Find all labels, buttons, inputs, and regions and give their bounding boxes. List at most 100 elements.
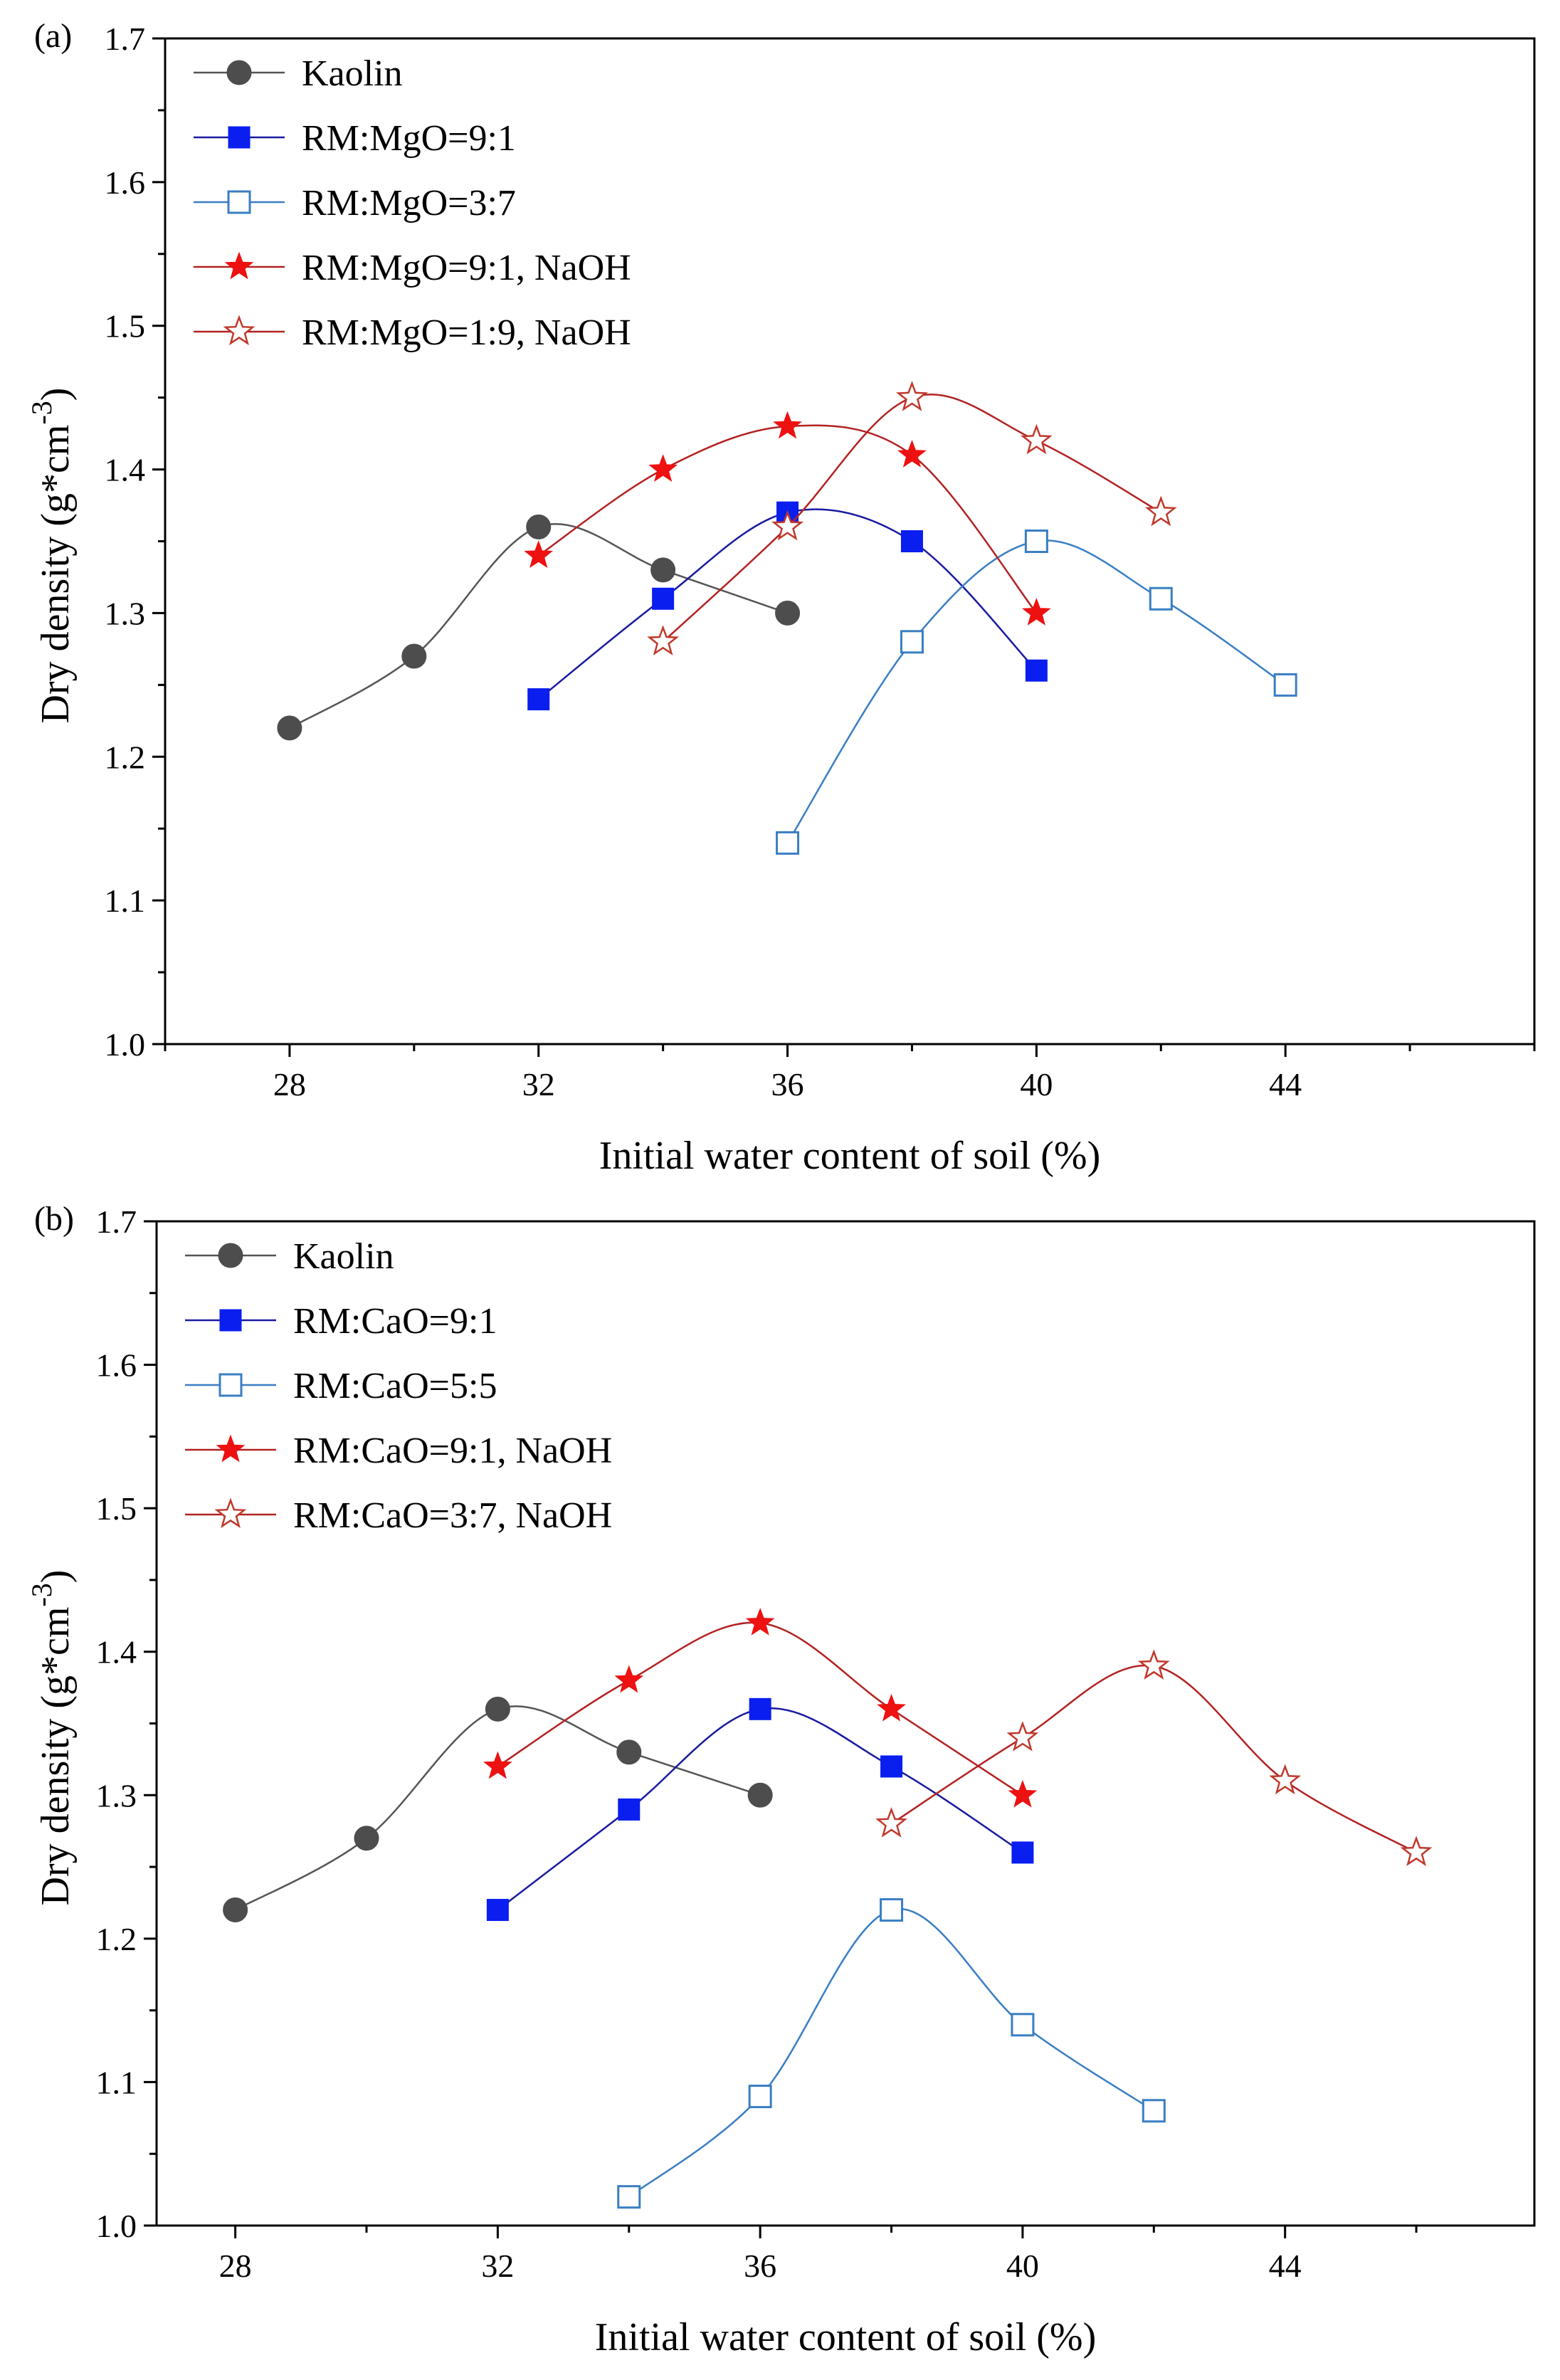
- data-point: [1400, 1836, 1433, 1867]
- chart-panel-1: (a) 1.0 1.1 1.2 1.3 1.4 1.5 1.6 1.7 28 32 36 40 44 Ini…: [26, 17, 1536, 1178]
- x-tick-label: 32: [481, 2248, 514, 2284]
- data-point: [1011, 1841, 1034, 1864]
- legend-marker: [214, 1497, 247, 1529]
- legend-item: RM:CaO=5:5: [185, 1366, 497, 1406]
- legend-label: Kaolin: [302, 53, 403, 94]
- series-1: [223, 1696, 773, 1923]
- series-1: [277, 514, 801, 741]
- y-tick-label: 1.3: [105, 595, 146, 631]
- x-tick-label: 28: [273, 1066, 306, 1102]
- data-point: [648, 454, 678, 482]
- x-axis-label: Initial water content of soil (%): [599, 1134, 1100, 1178]
- y-tick-label: 1.1: [96, 2064, 137, 2100]
- data-point: [617, 2185, 641, 2209]
- data-point: [900, 630, 924, 654]
- data-point: [776, 831, 800, 855]
- data-point: [527, 688, 550, 711]
- data-point: [650, 557, 676, 583]
- panel-label: (b): [34, 1200, 74, 1238]
- data-point: [1142, 2099, 1166, 2123]
- y-tick-label: 1.0: [105, 1026, 146, 1063]
- y-axis-label-main: Dry density (g*cm: [33, 1607, 78, 1906]
- data-point: [771, 510, 804, 541]
- y-tick-label: 1.2: [105, 739, 146, 775]
- legend-item: RM:MgO=1:9, NaOH: [194, 312, 631, 353]
- data-point: [1011, 2013, 1035, 2037]
- series-line: [890, 1664, 1417, 1853]
- legend-label: RM:MgO=1:9, NaOH: [302, 312, 631, 353]
- legend-label: RM:CaO=5:5: [293, 1366, 497, 1406]
- x-tick-label: 40: [1020, 1066, 1053, 1102]
- legend-label: RM:MgO=9:1, NaOH: [302, 248, 631, 288]
- data-point: [895, 381, 928, 411]
- legend-item: RM:MgO=9:1, NaOH: [194, 248, 631, 288]
- series-3: [776, 530, 1297, 855]
- data-point: [647, 625, 680, 655]
- legend-marker: [218, 1243, 243, 1268]
- data-point: [526, 514, 552, 539]
- y-tick-label: 1.2: [96, 1921, 137, 1957]
- y-tick-label: 1.3: [96, 1777, 137, 1813]
- y-axis-label-close: ): [33, 388, 78, 401]
- legend-marker: [228, 126, 251, 149]
- x-tick-label: 36: [771, 1066, 804, 1102]
- y-tick-label: 1.6: [105, 164, 146, 201]
- data-point: [877, 1693, 906, 1722]
- legend-marker: [216, 1434, 246, 1463]
- data-point: [223, 1897, 248, 1923]
- y-tick-label: 1.1: [105, 883, 146, 919]
- legend-label: RM:CaO=9:1: [293, 1301, 497, 1342]
- legend-item: RM:CaO=9:1: [185, 1301, 497, 1342]
- legend-item: Kaolin: [185, 1236, 394, 1277]
- x-tick-label: 36: [744, 2248, 776, 2284]
- data-point: [483, 1751, 512, 1779]
- x-axis-label: Initial water content of soil (%): [595, 2315, 1096, 2359]
- y-tick-label: 1.6: [96, 1347, 137, 1384]
- data-point: [1021, 597, 1051, 626]
- data-point: [485, 1696, 510, 1722]
- data-point: [1020, 423, 1053, 455]
- series-5: [647, 381, 1177, 655]
- x-tick-label: 28: [219, 2248, 252, 2284]
- legend-marker: [226, 60, 252, 85]
- legend-marker: [223, 315, 255, 346]
- y-tick-label: 1.5: [105, 308, 146, 344]
- legend-marker: [227, 190, 251, 214]
- legend-marker: [224, 251, 254, 280]
- y-tick-label: 1.7: [105, 21, 146, 57]
- legend-marker: [218, 1373, 243, 1397]
- series-line: [497, 1707, 1023, 1911]
- data-point: [524, 540, 554, 569]
- y-axis-label: Dry density (g*cm-3): [26, 1570, 78, 1906]
- x-tick-label: 44: [1269, 1066, 1302, 1102]
- x-tick-label: 44: [1269, 2248, 1302, 2284]
- legend-label: RM:CaO=3:7, NaOH: [293, 1495, 612, 1536]
- series-4: [483, 1607, 1038, 1808]
- data-point: [1149, 586, 1173, 611]
- data-point: [1273, 673, 1297, 697]
- data-point: [900, 530, 923, 552]
- legend-item: RM:MgO=9:1: [194, 118, 516, 159]
- series-3: [617, 1898, 1166, 2209]
- x-tick-label: 40: [1006, 2248, 1039, 2284]
- data-point: [1025, 659, 1048, 682]
- data-point: [773, 411, 802, 439]
- legend-item: RM:MgO=3:7: [194, 183, 516, 223]
- legend-label: RM:CaO=9:1, NaOH: [293, 1431, 612, 1471]
- data-point: [749, 1697, 771, 1720]
- x-tick-label: 32: [522, 1066, 555, 1102]
- y-axis-label-close: ): [33, 1570, 78, 1584]
- data-point: [652, 587, 675, 610]
- series-line: [662, 394, 1161, 643]
- data-point: [618, 1798, 641, 1821]
- data-point: [875, 1807, 908, 1838]
- y-tick-label: 1.0: [96, 2208, 137, 2244]
- data-point: [486, 1899, 509, 1922]
- legend-item: RM:CaO=9:1, NaOH: [185, 1431, 612, 1471]
- legend-label: RM:MgO=9:1: [302, 118, 516, 159]
- data-point: [354, 1826, 379, 1851]
- data-point: [401, 643, 427, 669]
- data-point: [897, 439, 927, 468]
- y-tick-label: 1.4: [105, 452, 146, 488]
